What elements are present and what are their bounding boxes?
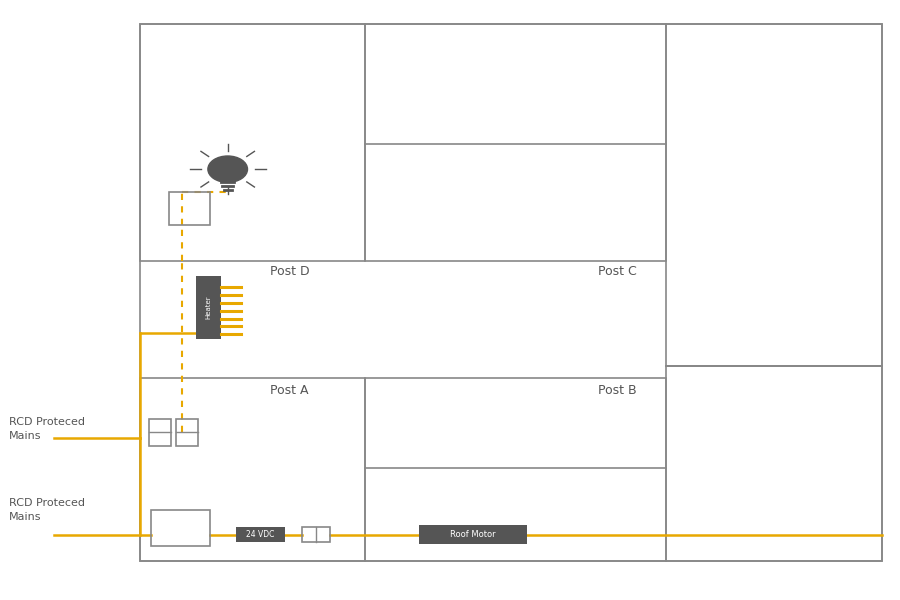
Bar <box>196 276 221 339</box>
Bar <box>151 510 210 546</box>
Text: Post D: Post D <box>270 265 310 278</box>
Bar <box>140 24 882 561</box>
Text: Post C: Post C <box>598 265 637 278</box>
Text: Roof Motor: Roof Motor <box>450 530 495 539</box>
Bar <box>149 419 171 445</box>
Bar <box>140 378 364 561</box>
Text: 24 VDC: 24 VDC <box>247 530 274 539</box>
Bar <box>666 24 882 366</box>
Bar <box>364 24 666 261</box>
Bar <box>364 378 666 561</box>
Bar <box>236 527 285 542</box>
Text: Post B: Post B <box>598 384 637 397</box>
Bar <box>176 419 198 445</box>
Bar <box>302 527 330 542</box>
Bar <box>418 525 526 544</box>
Text: RCD Proteced
Mains: RCD Proteced Mains <box>9 499 85 521</box>
Bar <box>169 192 210 225</box>
Bar <box>666 366 882 561</box>
Circle shape <box>208 156 248 182</box>
Text: RCD Proteced
Mains: RCD Proteced Mains <box>9 418 85 440</box>
Text: Heater: Heater <box>206 296 211 319</box>
Bar <box>140 24 364 261</box>
Text: Post A: Post A <box>270 384 309 397</box>
